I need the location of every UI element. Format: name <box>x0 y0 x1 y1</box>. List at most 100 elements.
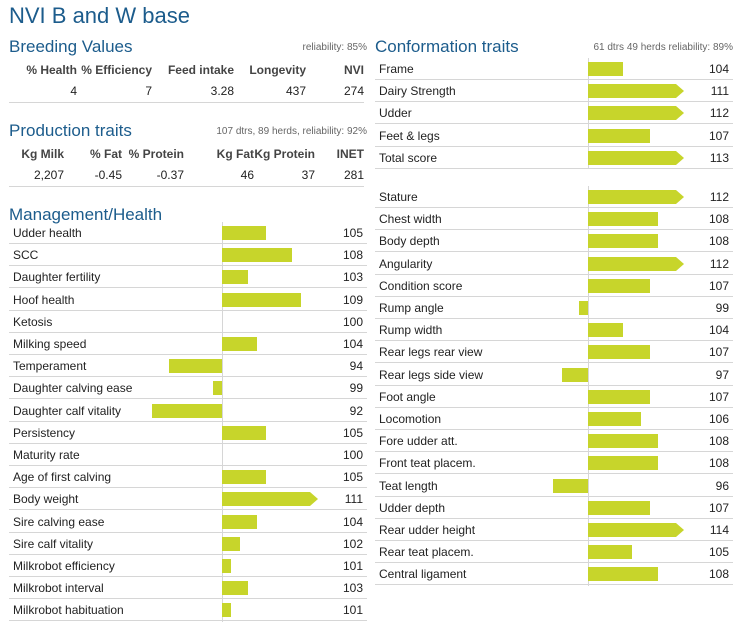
chart-label: Dairy Strength <box>379 84 456 99</box>
breeding-value: 274 <box>306 80 364 103</box>
chart-label: Teat length <box>379 478 438 493</box>
chart-label: Chest width <box>379 212 442 227</box>
breeding-header: Longevity <box>249 63 306 77</box>
chart-bar-arrow <box>676 150 684 165</box>
chart-bar <box>222 292 302 307</box>
chart-bar-arrow <box>676 523 684 537</box>
chart-label: Angularity <box>379 256 433 271</box>
chart-bar <box>222 470 266 485</box>
chart-row-body-depth: Body depth 108 <box>375 230 733 253</box>
chart-value: 105 <box>342 470 363 485</box>
chart-value: 108 <box>708 212 729 227</box>
chart-bar <box>222 603 231 618</box>
chart-value: 100 <box>342 448 363 462</box>
chart-row-fore-udder-att: Fore udder att. 108 <box>375 430 733 453</box>
chart-row-scc: SCC 108 <box>9 244 367 267</box>
chart-value: 104 <box>708 323 729 338</box>
chart-row-locomotion: Locomotion 106 <box>375 408 733 430</box>
chart-value: 111 <box>710 84 729 99</box>
chart-bar <box>588 128 650 143</box>
chart-bar <box>588 500 650 515</box>
chart-value: 109 <box>342 292 363 307</box>
breeding-header: % Efficiency <box>81 63 152 77</box>
production-header: % Fat <box>89 147 122 161</box>
chart-label: Fore udder att. <box>379 434 458 449</box>
chart-value: 108 <box>708 567 729 582</box>
production-value: -0.37 <box>122 164 184 187</box>
chart-label: Milkrobot efficiency <box>13 559 115 573</box>
chart-label: Condition score <box>379 278 463 293</box>
chart-row-milkrobot-interval: Milkrobot interval 103 <box>9 577 367 600</box>
chart-label: Frame <box>379 62 414 76</box>
chart-label: Total score <box>379 150 438 165</box>
chart-row-udder: Udder 112 <box>375 102 733 125</box>
chart-label: Ketosis <box>13 314 53 329</box>
chart-value: 111 <box>344 492 363 507</box>
chart-row-maturity-rate: Maturity rate 100 <box>9 444 367 466</box>
chart-row-udder-health: Udder health 105 <box>9 222 367 244</box>
chart-row-condition-score: Condition score 107 <box>375 275 733 297</box>
chart-value: 107 <box>708 278 729 293</box>
chart-label: Rump angle <box>379 301 444 315</box>
chart-bar <box>222 337 258 351</box>
chart-row-rear-legs-side-view: Rear legs side view 97 <box>375 364 733 386</box>
chart-row-frame: Frame 104 <box>375 58 733 80</box>
production-header: Kg Protein <box>254 147 315 161</box>
chart-value: 108 <box>708 434 729 449</box>
chart-label: Rump width <box>379 323 443 338</box>
chart-bar <box>588 212 659 227</box>
chart-row-milkrobot-efficiency: Milkrobot efficiency 101 <box>9 555 367 577</box>
chart-value: 108 <box>708 456 729 471</box>
chart-bar <box>151 403 222 418</box>
chart-value: 114 <box>709 523 729 537</box>
chart-label: Daughter fertility <box>13 270 101 285</box>
chart-bar <box>222 492 310 507</box>
chart-bar <box>588 567 659 582</box>
breeding-values-title: Breeding Values <box>9 37 133 56</box>
chart-value: 99 <box>715 301 729 315</box>
chart-row-age-of-first-calving: Age of first calving 105 <box>9 466 367 489</box>
chart-axis <box>588 186 589 586</box>
chart-label: Foot angle <box>379 389 436 404</box>
production-value: 46 <box>184 164 254 187</box>
chart-value: 107 <box>708 389 729 404</box>
chart-value: 105 <box>708 545 729 560</box>
chart-value: 97 <box>715 367 729 382</box>
chart-row-rump-width: Rump width 104 <box>375 319 733 342</box>
chart-value: 108 <box>342 248 363 263</box>
chart-label: Maturity rate <box>13 448 80 462</box>
conformation-traits-note: 61 dtrs 49 herds reliability: 89% <box>593 42 733 53</box>
breeding-values-table: % Health % Efficiency Feed intake Longev… <box>9 60 364 103</box>
chart-label: SCC <box>13 248 39 263</box>
chart-value: 104 <box>342 514 363 529</box>
production-header: INET <box>336 147 364 161</box>
chart-bar-arrow <box>676 106 684 121</box>
chart-row-foot-angle: Foot angle 107 <box>375 386 733 408</box>
chart-bar <box>222 270 249 285</box>
chart-label: Milkrobot habituation <box>13 603 124 618</box>
chart-bar <box>588 278 650 293</box>
chart-row-ketosis: Ketosis 100 <box>9 311 367 333</box>
chart-value: 104 <box>342 337 363 351</box>
chart-label: Locomotion <box>379 412 442 426</box>
chart-label: Hoof health <box>13 292 75 307</box>
chart-value: 101 <box>342 603 363 618</box>
chart-label: Rear teat placem. <box>379 545 474 560</box>
chart-label: Sire calving ease <box>13 514 105 529</box>
chart-row-dairy-strength: Dairy Strength 111 <box>375 80 733 103</box>
chart-row-rear-legs-rear-view: Rear legs rear view 107 <box>375 341 733 364</box>
chart-label: Age of first calving <box>13 470 112 485</box>
chart-value: 107 <box>708 500 729 515</box>
chart-bar <box>588 523 676 537</box>
chart-row-central-ligament: Central ligament 108 <box>375 563 733 586</box>
chart-bar-arrow <box>676 84 684 99</box>
chart-label: Body depth <box>379 234 440 249</box>
chart-label: Milking speed <box>13 337 87 351</box>
chart-bar <box>588 234 659 249</box>
chart-axis <box>222 222 223 622</box>
chart-value: 100 <box>342 314 363 329</box>
production-value: 2,207 <box>9 164 64 187</box>
production-traits-table: Kg Milk % Fat % Protein Kg Fat Kg Protei… <box>9 144 364 187</box>
chart-bar-arrow <box>310 492 318 507</box>
chart-row-daughter-fertility: Daughter fertility 103 <box>9 266 367 289</box>
